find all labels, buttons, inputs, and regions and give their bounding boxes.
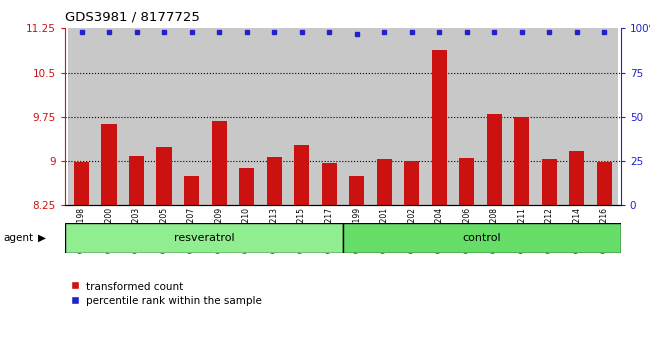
Bar (425, 28, 453, 205)
Bar (233, 28, 261, 205)
Bar (65, 223, 343, 253)
Bar (315, 28, 343, 205)
Bar (480, 28, 508, 205)
Bar (266, 157, 281, 205)
Bar (261, 28, 288, 205)
Bar (459, 158, 474, 205)
Bar (205, 28, 233, 205)
Bar (536, 28, 563, 205)
Text: resveratrol: resveratrol (174, 233, 234, 243)
Bar (211, 121, 227, 205)
Bar (453, 28, 480, 205)
Bar (123, 28, 150, 205)
Bar (432, 50, 447, 205)
Bar (288, 28, 315, 205)
Bar (150, 28, 178, 205)
Bar (508, 28, 536, 205)
Bar (101, 125, 116, 205)
Bar (569, 151, 584, 205)
Text: control: control (463, 233, 501, 243)
Bar (376, 159, 392, 205)
Bar (370, 28, 398, 205)
Bar (590, 28, 618, 205)
Bar (184, 176, 199, 205)
Bar (343, 223, 621, 253)
Bar (239, 168, 254, 205)
Bar (157, 147, 172, 205)
Bar (74, 162, 89, 205)
Legend: transformed count, percentile rank within the sample: transformed count, percentile rank withi… (70, 281, 262, 306)
Text: agent: agent (3, 233, 33, 243)
Bar (563, 28, 590, 205)
Bar (343, 28, 370, 205)
Bar (514, 118, 529, 205)
Bar (541, 159, 557, 205)
Bar (68, 28, 96, 205)
Bar (96, 28, 123, 205)
Bar (129, 156, 144, 205)
Text: ▶: ▶ (38, 233, 46, 243)
Bar (597, 162, 612, 205)
Bar (404, 161, 419, 205)
Bar (178, 28, 205, 205)
Bar (322, 163, 337, 205)
Text: GDS3981 / 8177725: GDS3981 / 8177725 (65, 10, 200, 23)
Bar (398, 28, 425, 205)
Bar (349, 176, 364, 205)
Bar (487, 114, 502, 205)
Bar (294, 144, 309, 205)
